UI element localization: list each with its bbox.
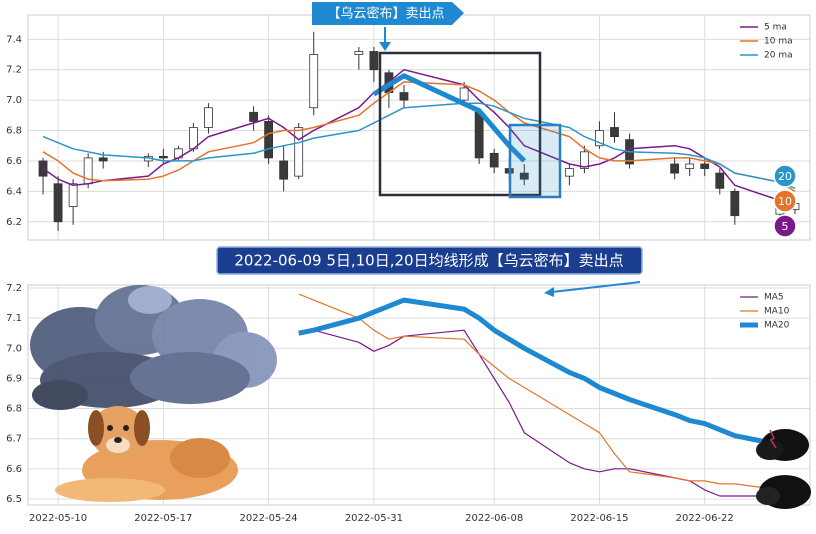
x-tick-label: 2022-06-15 <box>570 513 628 524</box>
y-tick-label: 7.2 <box>6 283 22 294</box>
candle-body <box>158 155 168 159</box>
y-tick-label: 7.0 <box>6 95 22 106</box>
legend-label: MA5 <box>764 293 784 303</box>
y-tick-label: 6.7 <box>6 434 22 445</box>
banner-text: 2022-06-09 5日,10日,20日均线形成【乌云密布】卖出点 <box>234 252 623 270</box>
y-tick-label: 6.9 <box>6 373 22 384</box>
y-tick-label: 6.8 <box>6 126 22 137</box>
candle-body <box>610 127 619 138</box>
legend-label: 20 ma <box>764 51 793 61</box>
candle-body <box>294 127 304 177</box>
candle-body <box>595 130 604 147</box>
y-tick-label: 7.1 <box>6 313 22 324</box>
candle-body <box>53 183 63 223</box>
badge-label: 20 <box>778 170 792 183</box>
y-tick-label: 7.4 <box>6 34 22 45</box>
banner-box <box>216 246 643 275</box>
badge <box>773 214 797 238</box>
plot-area <box>27 14 811 241</box>
legend-label: MA10 <box>764 307 790 317</box>
y-tick-label: 6.2 <box>6 217 22 228</box>
dog <box>55 406 238 502</box>
y-tick-label: 6.8 <box>6 404 22 415</box>
y-tick-label: 6.4 <box>6 186 22 197</box>
candle-body <box>369 51 379 71</box>
y-tick-label: 7.2 <box>6 65 22 76</box>
x-tick-label: 2022-05-24 <box>240 513 298 524</box>
legend-label: 10 ma <box>764 37 793 47</box>
y-tick-label: 7.0 <box>6 343 22 354</box>
x-tick-label: 2022-06-08 <box>465 513 523 524</box>
series-line <box>298 297 781 448</box>
illustration <box>30 285 811 509</box>
series-line <box>313 329 780 497</box>
banner-arrow <box>551 281 641 293</box>
candle-body <box>459 87 469 101</box>
x-tick-label: 2022-05-17 <box>134 513 192 524</box>
candle-body <box>474 111 484 159</box>
y-tick-label: 6.6 <box>6 464 22 475</box>
candle-body <box>354 51 364 55</box>
candle-body <box>279 160 289 180</box>
series-line <box>298 293 780 491</box>
annotation-boxes: 【乌云密布】卖出点 2022-06-09 5日,10日,20日均线形成【乌云密布… <box>216 2 643 297</box>
top-panel: 6.2 6.4 6.6 6.8 7.0 7.2 7.4 5 ma 10 ma 20 ma 20 10 5 <box>6 14 811 241</box>
y-tick-label: 6.5 <box>6 494 22 505</box>
candle-body <box>264 121 274 159</box>
candle-body <box>68 183 78 207</box>
candle-body <box>564 168 574 177</box>
candle-body <box>98 157 108 162</box>
candle-body <box>489 152 499 168</box>
ma-line <box>42 102 796 189</box>
badge <box>773 164 797 188</box>
ma-line <box>42 68 796 208</box>
candle-body <box>399 92 409 101</box>
candle-body <box>685 163 695 169</box>
dark-cloud <box>756 429 811 509</box>
badge-label: 5 <box>782 220 789 233</box>
x-tick-label: 2022-05-31 <box>345 513 403 524</box>
x-tick-label: 2022-05-10 <box>29 513 87 524</box>
candle-body <box>204 107 213 128</box>
callout-arrowhead <box>379 42 391 51</box>
candle-body <box>249 111 258 122</box>
y-tick-label: 6.6 <box>6 156 22 167</box>
ma-line <box>42 81 796 193</box>
legend-label: MA20 <box>764 321 790 331</box>
candle-body <box>700 163 710 169</box>
storm-cloud <box>30 285 277 410</box>
candle-body <box>730 190 740 217</box>
legend-label: 5 ma <box>764 23 787 33</box>
callout-text: 【乌云密布】卖出点 <box>327 6 444 22</box>
banner-arrowhead <box>544 287 554 297</box>
callout-box <box>312 2 464 25</box>
signal-box <box>508 123 562 199</box>
candle-body <box>519 172 529 180</box>
candle-body <box>715 172 725 189</box>
badge <box>773 189 797 213</box>
highlight-line <box>372 73 527 163</box>
candle-body <box>670 163 680 174</box>
candle-body <box>309 54 319 109</box>
badge-label: 10 <box>778 195 792 208</box>
x-tick-label: 2022-06-22 <box>676 513 734 524</box>
candle-body <box>580 151 589 169</box>
